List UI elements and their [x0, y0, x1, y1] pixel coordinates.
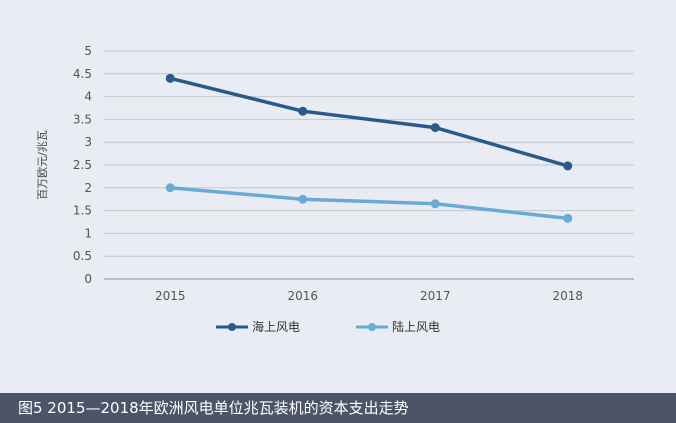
legend-item-offshore: 海上风电: [216, 318, 300, 335]
y-tick-label: 0: [84, 272, 92, 286]
y-axis-label: 百万欧元/兆瓦: [36, 130, 49, 200]
y-tick-label: 3: [84, 135, 92, 149]
y-tick-label: 1: [84, 226, 92, 240]
y-tick-label: 5: [84, 44, 92, 58]
x-tick-label: 2018: [552, 289, 583, 300]
data-point: [430, 123, 440, 133]
data-point: [298, 194, 308, 204]
data-point: [165, 183, 175, 193]
series-line-0: [169, 76, 569, 168]
data-point: [430, 199, 440, 209]
legend-label: 海上风电: [252, 320, 301, 334]
series-line-1: [170, 186, 568, 221]
y-tick-label: 4: [84, 90, 92, 104]
x-tick-label: 2016: [287, 289, 318, 300]
y-tick-label: 2: [84, 181, 92, 195]
data-point: [563, 213, 573, 223]
figure-caption: 图5 2015—2018年欧洲风电单位兆瓦装机的资本支出走势: [0, 393, 676, 423]
y-tick-label: 2.5: [73, 158, 92, 172]
y-tick-label: 4.5: [73, 67, 92, 81]
legend-label: 陆上风电: [392, 320, 441, 334]
y-tick-label: 3.5: [73, 112, 92, 126]
x-tick-label: 2017: [420, 289, 451, 300]
line-chart: 0 0.5 1 1.5 2 2.5 3 3.5 4 4.5 5 2015 2016 2017 2018: [73, 44, 634, 300]
legend-item-onshore: 陆上风电: [356, 318, 440, 335]
legend-marker-offshore: [216, 322, 248, 331]
legend-marker-onshore: [356, 322, 388, 331]
data-point: [563, 161, 573, 171]
y-tick-label: 0.5: [73, 249, 92, 263]
data-point: [165, 73, 175, 83]
y-tick-label: 1.5: [73, 204, 92, 218]
x-tick-label: 2015: [155, 289, 186, 300]
data-point: [298, 106, 308, 116]
